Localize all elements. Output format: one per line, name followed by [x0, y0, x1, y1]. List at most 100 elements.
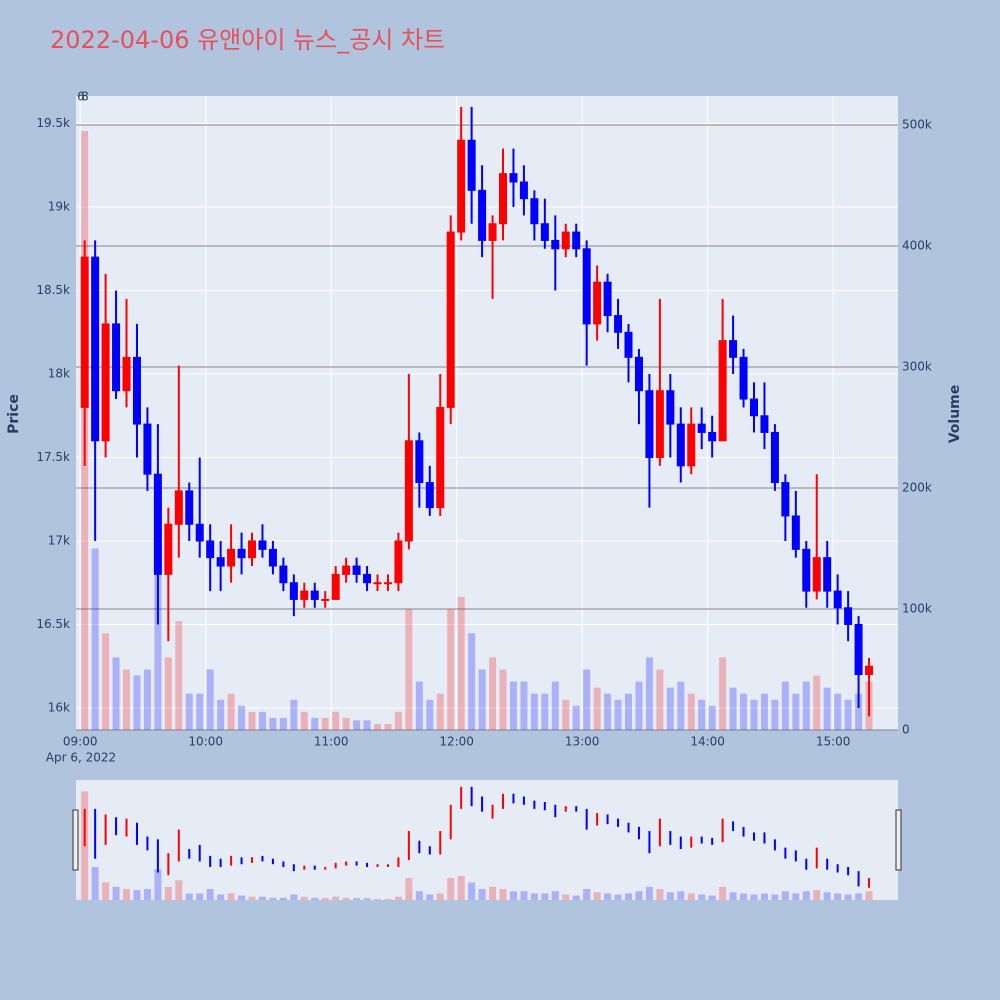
- volume-bar: [426, 699, 434, 730]
- candle-body: [645, 390, 654, 458]
- volume-bar: [760, 693, 768, 730]
- slider-volume-bar: [269, 897, 277, 900]
- slider-volume-bar: [426, 894, 434, 900]
- slider-volume-bar: [698, 894, 706, 900]
- volume-bar: [258, 711, 266, 730]
- volume-bar: [520, 681, 528, 730]
- slider-volume-bar: [844, 894, 852, 900]
- slider-volume-bar: [478, 889, 486, 900]
- volume-bar: [300, 711, 308, 730]
- candle-body: [153, 473, 162, 575]
- volume-bar: [447, 609, 455, 730]
- x-tick-label: 13:00: [565, 735, 600, 749]
- volume-bar: [468, 633, 476, 730]
- slider-volume-bar: [489, 886, 497, 900]
- x-tick-label: 09:00: [63, 735, 98, 749]
- slider-volume-bar: [530, 893, 538, 900]
- volume-bar: [227, 693, 235, 730]
- candle-body: [101, 323, 110, 442]
- slider-volume-bar: [823, 892, 831, 900]
- candle-body: [185, 490, 194, 525]
- volume-bar: [321, 717, 329, 730]
- slider-volume-bar: [813, 890, 821, 900]
- candle-body: [572, 231, 581, 250]
- volume-bar: [185, 693, 193, 730]
- volume-bar: [708, 705, 716, 730]
- slider-volume-bar: [750, 894, 758, 900]
- candle-body: [488, 223, 497, 241]
- candle-body: [289, 582, 298, 600]
- slider-volume-bar: [708, 895, 716, 900]
- candle-body: [91, 256, 100, 442]
- volume-bar: [374, 723, 382, 730]
- slider-volume-bar: [781, 891, 789, 900]
- candle-body: [770, 431, 779, 484]
- volume-bar: [363, 720, 371, 730]
- plot-area: [76, 96, 898, 730]
- volume-bar: [834, 693, 842, 730]
- candle-body: [708, 431, 717, 442]
- slider-handle[interactable]: [72, 809, 79, 871]
- slider-volume-bar: [635, 891, 643, 900]
- chart-title: 2022-04-06 유앤아이 뉴스_공시 차트: [50, 26, 445, 54]
- y-tick-label: 16.5k: [36, 617, 70, 631]
- candle-body: [540, 223, 549, 241]
- slider-volume-bar: [279, 897, 287, 900]
- slider-volume-bar: [729, 892, 737, 900]
- candle-body: [143, 423, 152, 475]
- volume-bar: [625, 693, 632, 730]
- candle-body: [749, 398, 758, 417]
- candle-body: [321, 598, 330, 601]
- candle-body: [363, 573, 372, 584]
- volume-bar: [802, 681, 810, 730]
- y-tick-label: 18k: [48, 367, 70, 381]
- candle-body: [582, 248, 591, 325]
- volume-bar: [541, 693, 549, 730]
- candle-body: [833, 590, 842, 609]
- candle-body: [739, 356, 748, 400]
- slider-volume-bar: [541, 893, 549, 900]
- candle-body: [415, 440, 424, 484]
- volume-bar: [154, 560, 162, 730]
- slider-volume-bar: [740, 893, 748, 900]
- slider-volume-bar: [677, 891, 685, 900]
- slider-volume-bar: [342, 897, 350, 900]
- slider-volume-bar: [604, 893, 612, 900]
- y-tick-label: 16k: [48, 700, 70, 714]
- slider-volume-bar: [112, 886, 120, 900]
- candle-body: [446, 231, 455, 408]
- volume-bar: [332, 711, 340, 730]
- slider-volume-bar: [227, 893, 235, 900]
- y2-tick-label: 0: [902, 723, 910, 737]
- range-slider[interactable]: [76, 780, 898, 900]
- y2-tick-label: 300k: [902, 360, 932, 374]
- volume-bar: [290, 699, 298, 730]
- slider-volume-bar: [802, 891, 810, 900]
- candle-body: [687, 423, 696, 467]
- volume-bar: [478, 669, 486, 730]
- slider-volume-bar: [447, 878, 455, 900]
- x-tick-label: 12:00: [439, 735, 474, 749]
- slider-volume-bar: [374, 898, 382, 900]
- slider-volume-bar: [154, 869, 162, 900]
- slider-handle[interactable]: [895, 809, 902, 871]
- slider-volume-bar: [258, 896, 266, 900]
- y2-tick-label: 400k: [902, 239, 932, 253]
- candle-body: [352, 565, 361, 575]
- volume-bar: [123, 669, 131, 730]
- volume-bar: [719, 657, 727, 730]
- candle-body: [593, 281, 602, 325]
- volume-bar: [572, 705, 580, 730]
- volume-bar: [645, 657, 653, 730]
- y-tick-label: 18.5k: [36, 283, 70, 297]
- volume-bar: [206, 669, 214, 730]
- slider-volume-bar: [415, 891, 423, 900]
- volume-bar: [269, 717, 277, 730]
- candle-body: [812, 557, 821, 592]
- volume-bar: [394, 711, 402, 730]
- candle-body: [718, 340, 727, 442]
- volume-bar: [342, 717, 350, 730]
- candle-body: [279, 565, 288, 584]
- y-tick-label: 19.5k: [36, 116, 70, 130]
